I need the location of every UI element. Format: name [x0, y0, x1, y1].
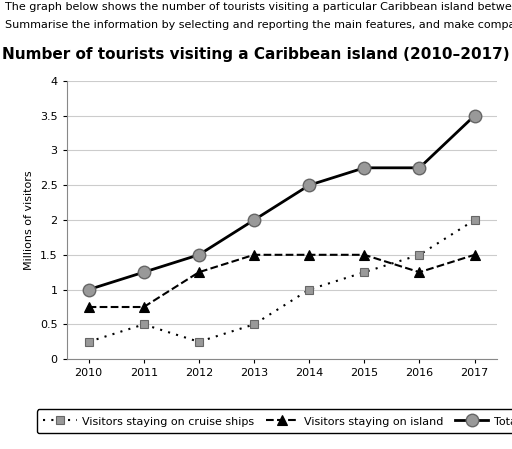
Text: The graph below shows the number of tourists visiting a particular Caribbean isl: The graph below shows the number of tour… — [5, 2, 512, 12]
Text: Number of tourists visiting a Caribbean island (2010–2017): Number of tourists visiting a Caribbean … — [2, 47, 510, 62]
Y-axis label: Millions of visitors: Millions of visitors — [24, 170, 34, 270]
Text: Summarise the information by selecting and reporting the main features, and make: Summarise the information by selecting a… — [5, 20, 512, 30]
Legend: Visitors staying on cruise ships, Visitors staying on island, Total: Visitors staying on cruise ships, Visito… — [37, 409, 512, 433]
